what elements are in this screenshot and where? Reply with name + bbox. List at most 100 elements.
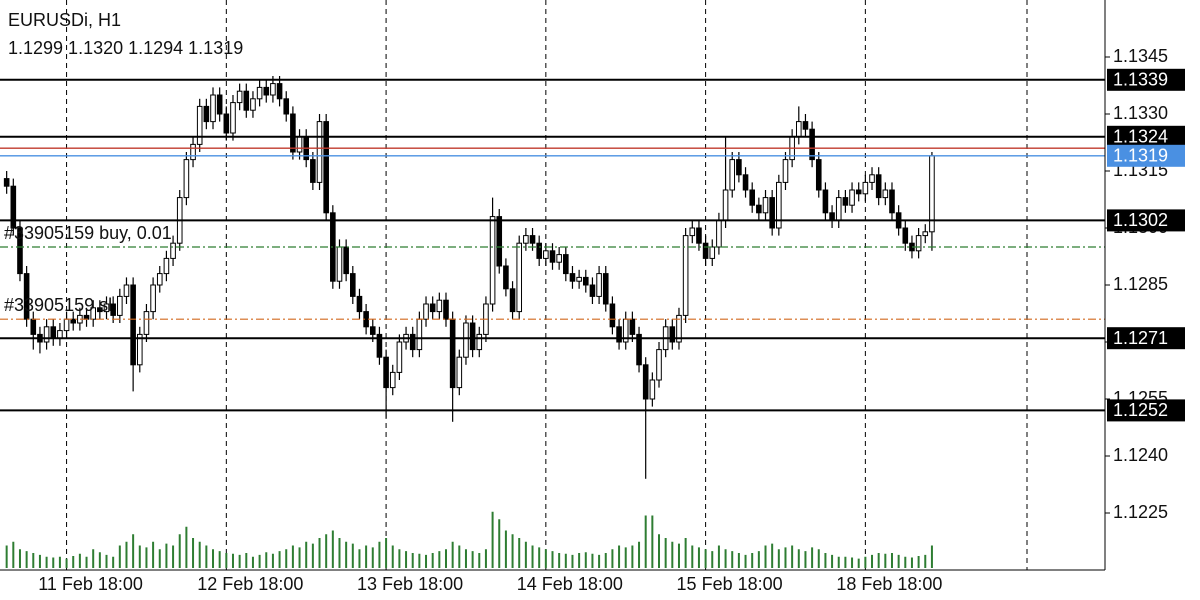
volume-bar	[25, 551, 28, 568]
candle-body	[642, 364, 649, 400]
candle-body	[17, 227, 23, 275]
price-label-box	[1107, 144, 1185, 167]
candle-body	[795, 121, 802, 138]
volume-bar	[231, 553, 234, 568]
candle-body	[776, 181, 782, 229]
volume-bar	[737, 553, 740, 568]
candle-body	[203, 105, 210, 123]
candle-body	[489, 216, 496, 305]
volume-bar	[651, 515, 654, 568]
price-label: 1.1319	[1113, 146, 1168, 166]
candle-body	[503, 265, 509, 290]
candle-body	[316, 121, 323, 183]
volume-bar	[864, 556, 867, 568]
volume-bar	[644, 515, 647, 568]
volume-bar	[511, 534, 514, 568]
candle-body	[50, 326, 57, 339]
volume-bar	[618, 545, 621, 568]
candle-body	[722, 189, 729, 221]
y-tick-label: 1.1330	[1113, 103, 1168, 123]
candle-body	[762, 197, 769, 214]
candle-body	[356, 295, 363, 313]
candle-body	[343, 246, 349, 275]
volume-bar	[871, 554, 874, 568]
volume-bar	[431, 553, 434, 568]
candle-body	[423, 303, 429, 320]
volume-bar	[12, 541, 15, 568]
candle-body	[369, 326, 376, 335]
volume-bar	[398, 549, 401, 568]
volume-bar	[145, 547, 148, 568]
volume-bar	[631, 545, 634, 568]
volume-bar	[890, 553, 893, 568]
volume-bar	[325, 534, 328, 568]
volume-bar	[591, 553, 594, 568]
candle-body	[769, 197, 775, 229]
candle-body	[516, 242, 523, 313]
candle-body	[243, 90, 250, 111]
volume-bar	[278, 551, 281, 568]
candle-body	[862, 181, 869, 195]
candle-body	[629, 318, 636, 335]
volume-bar	[318, 538, 321, 568]
candle-body	[449, 318, 456, 389]
candle-body	[549, 250, 556, 263]
candle-body	[443, 299, 449, 320]
candle-body	[616, 326, 622, 343]
axis-labels: 11 Feb 18:00 12 Feb 18:00 13 Feb 18:00 14 F…	[38, 46, 1185, 594]
candle-body	[676, 314, 682, 343]
candle-body	[323, 121, 329, 214]
volume-bar	[258, 554, 261, 568]
volume-bar	[338, 538, 341, 568]
volume-bar	[684, 538, 687, 568]
volume-bar	[305, 541, 308, 568]
volume-bar	[524, 541, 527, 568]
volume-bars	[5, 511, 933, 568]
candle-body	[256, 86, 263, 100]
y-tick-label: 1.1345	[1113, 46, 1168, 66]
symbol-title: EURUSDi, H1	[8, 10, 121, 30]
volume-bar	[930, 545, 933, 568]
volume-bar	[405, 551, 408, 568]
volume-bar	[910, 557, 913, 568]
volume-bar	[18, 549, 21, 568]
candle-body	[130, 284, 136, 366]
volume-bar	[218, 551, 221, 568]
volume-bar	[238, 554, 241, 568]
x-tick-label: 12 Feb 18:00	[197, 574, 303, 594]
price-label: 1.1252	[1113, 400, 1168, 420]
volume-bar	[185, 526, 188, 568]
candle-body	[649, 379, 656, 400]
candle-body	[809, 128, 815, 161]
candle-body	[509, 288, 516, 313]
candle-body	[436, 299, 443, 313]
candle-body	[103, 303, 110, 313]
volume-bar	[385, 538, 388, 568]
candle-body	[889, 189, 895, 214]
volume-bar	[917, 556, 920, 568]
volume-bar	[811, 547, 814, 568]
volume-bar	[857, 558, 860, 568]
volume-bar	[598, 554, 601, 568]
order-label: #33905159 sl	[4, 295, 112, 315]
candle-body	[276, 83, 283, 100]
volume-bar	[697, 547, 700, 568]
candle-body	[429, 303, 436, 313]
candle-body	[43, 326, 50, 343]
volume-bar	[724, 549, 727, 568]
candle-body	[749, 189, 755, 206]
volume-bar	[751, 553, 754, 568]
volume-bar	[178, 534, 181, 568]
candle-body	[236, 90, 243, 104]
volume-bar	[704, 549, 707, 568]
volume-bar	[345, 541, 348, 568]
candle-body	[922, 231, 929, 237]
volume-bar	[884, 553, 887, 568]
candle-body	[416, 318, 423, 351]
volume-bar	[824, 553, 827, 568]
candle-body	[702, 242, 709, 259]
price-label: 1.1271	[1113, 328, 1168, 348]
volume-bar	[38, 554, 41, 568]
volume-bar	[451, 541, 454, 568]
candle-body	[336, 246, 343, 282]
